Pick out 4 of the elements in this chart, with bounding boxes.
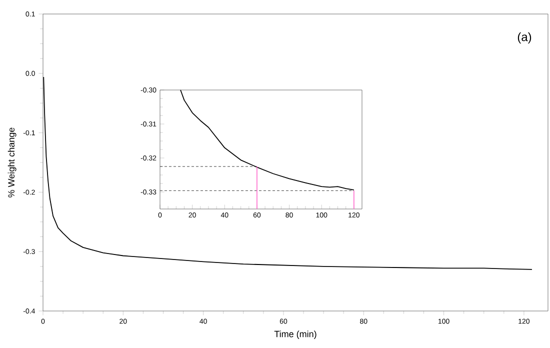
y-axis-title: % Weight change	[8, 128, 16, 198]
line-series	[180, 90, 354, 190]
annotation: (a)	[518, 32, 532, 44]
x-axis-title: Time (min)	[274, 330, 316, 339]
